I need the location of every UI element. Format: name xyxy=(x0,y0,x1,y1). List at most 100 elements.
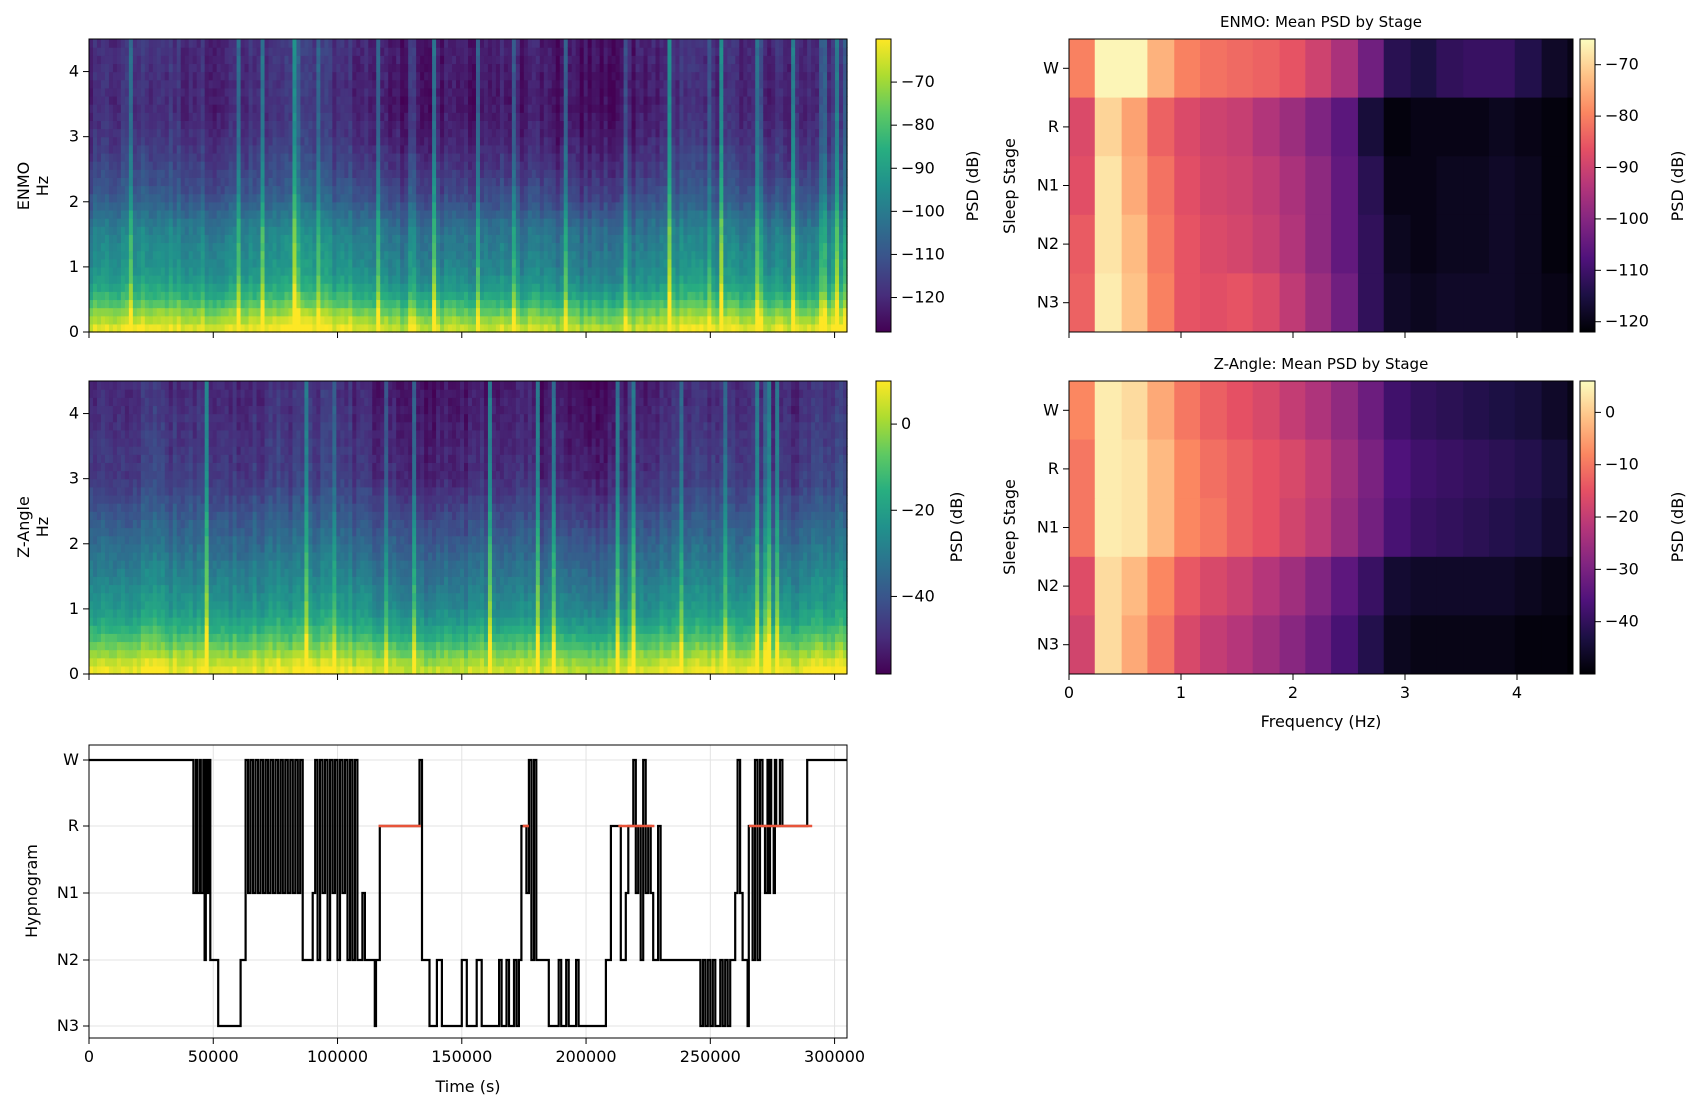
p1-cell xyxy=(264,299,270,309)
p1-cell xyxy=(468,144,473,154)
p1-cell xyxy=(396,315,401,325)
p1-cell xyxy=(320,47,325,56)
p1-cell xyxy=(515,242,521,252)
p1-cell xyxy=(396,291,401,301)
p1-cell xyxy=(491,299,497,309)
p1-cell xyxy=(292,258,298,268)
p1-cell xyxy=(104,291,110,301)
p1-cell xyxy=(615,120,621,130)
p1-cell xyxy=(424,104,429,113)
p1-cell xyxy=(336,307,341,317)
p1-cell xyxy=(519,218,525,227)
p1-cell xyxy=(268,161,274,170)
p1-cell xyxy=(623,136,629,146)
p1-cell xyxy=(92,201,98,211)
p1-cell xyxy=(567,39,573,48)
p1-cell xyxy=(535,315,541,325)
p1-cell xyxy=(204,112,210,121)
p1-cell xyxy=(356,161,361,170)
p1-cell xyxy=(499,39,505,48)
p1-cell xyxy=(300,315,306,325)
p1-cell xyxy=(316,201,321,211)
p1-cell xyxy=(539,112,545,121)
p1-cell xyxy=(388,161,393,170)
p1-cell xyxy=(348,193,353,203)
p1-cell xyxy=(260,144,266,154)
p1-cell xyxy=(176,307,182,317)
p1-cell xyxy=(252,234,258,244)
p1-cell xyxy=(440,161,445,170)
p1-cell xyxy=(212,242,218,252)
p1-cell xyxy=(448,266,453,276)
p1-cell xyxy=(376,323,381,333)
p1-cell xyxy=(551,55,557,65)
p1-cell xyxy=(288,136,294,146)
p1-cell xyxy=(204,299,210,309)
p1-cell xyxy=(100,218,106,227)
p1-cell xyxy=(539,315,545,325)
p1-cell xyxy=(591,136,597,146)
p1-cell xyxy=(619,315,625,325)
p1-cell xyxy=(272,218,278,227)
p1-cell xyxy=(392,185,397,195)
p1-cell xyxy=(156,152,162,162)
p1-cell xyxy=(412,47,417,56)
p1-cell xyxy=(204,104,210,113)
p1-cell xyxy=(519,291,525,301)
p1-cell xyxy=(224,193,230,203)
p1-cell xyxy=(240,275,246,284)
p1-cell xyxy=(479,275,485,284)
p1-cell xyxy=(148,161,154,170)
p1-cell xyxy=(196,299,202,309)
p1-cell xyxy=(332,258,337,268)
p1-cell xyxy=(324,128,329,138)
p1-cell xyxy=(100,291,106,301)
p1-cell xyxy=(559,63,565,73)
p1-cell xyxy=(244,266,250,276)
p1-cell xyxy=(212,193,218,203)
p1-cell xyxy=(152,169,158,178)
p1-cell xyxy=(479,95,485,105)
p1-cell xyxy=(555,169,561,178)
p1-cell xyxy=(595,104,601,113)
p1-cell xyxy=(292,161,298,170)
p1-cell xyxy=(108,226,114,235)
p1-cell xyxy=(164,315,170,325)
p1-cell xyxy=(300,185,306,195)
p1-cell xyxy=(132,177,138,187)
p1-cell xyxy=(448,152,453,162)
p1-cell xyxy=(200,226,206,235)
p1-cell xyxy=(372,234,377,244)
p1-cell xyxy=(152,201,158,211)
p1-cell xyxy=(591,95,597,105)
p1-cell xyxy=(587,128,593,138)
p1-cell xyxy=(368,193,373,203)
p1-cell xyxy=(192,87,198,97)
p1-cell xyxy=(96,136,102,146)
p1-cell xyxy=(436,152,441,162)
p1-cell xyxy=(495,177,501,187)
p1-cell xyxy=(635,307,641,317)
p1-cell xyxy=(132,193,138,203)
p1-cell xyxy=(539,193,545,203)
p1-cell xyxy=(304,136,310,146)
p1-cell xyxy=(416,226,421,235)
p1-cell xyxy=(400,95,405,105)
p1-cell xyxy=(539,275,545,284)
p1-cell xyxy=(519,128,525,138)
p1-cell xyxy=(364,120,369,130)
p1-cell xyxy=(180,218,186,227)
p1-cell xyxy=(132,218,138,227)
p1-cell xyxy=(384,63,389,73)
p1-cell xyxy=(487,104,493,113)
p1-cell xyxy=(404,95,409,105)
p1-cell xyxy=(527,242,533,252)
p1-cell xyxy=(116,234,122,244)
p1-cell xyxy=(611,275,617,284)
p1-cell xyxy=(511,185,517,195)
p1-cell xyxy=(284,226,290,235)
p1-cell xyxy=(200,234,206,244)
p1-cell xyxy=(515,307,521,317)
p1-cell xyxy=(188,209,194,219)
p1-cell xyxy=(180,39,186,48)
